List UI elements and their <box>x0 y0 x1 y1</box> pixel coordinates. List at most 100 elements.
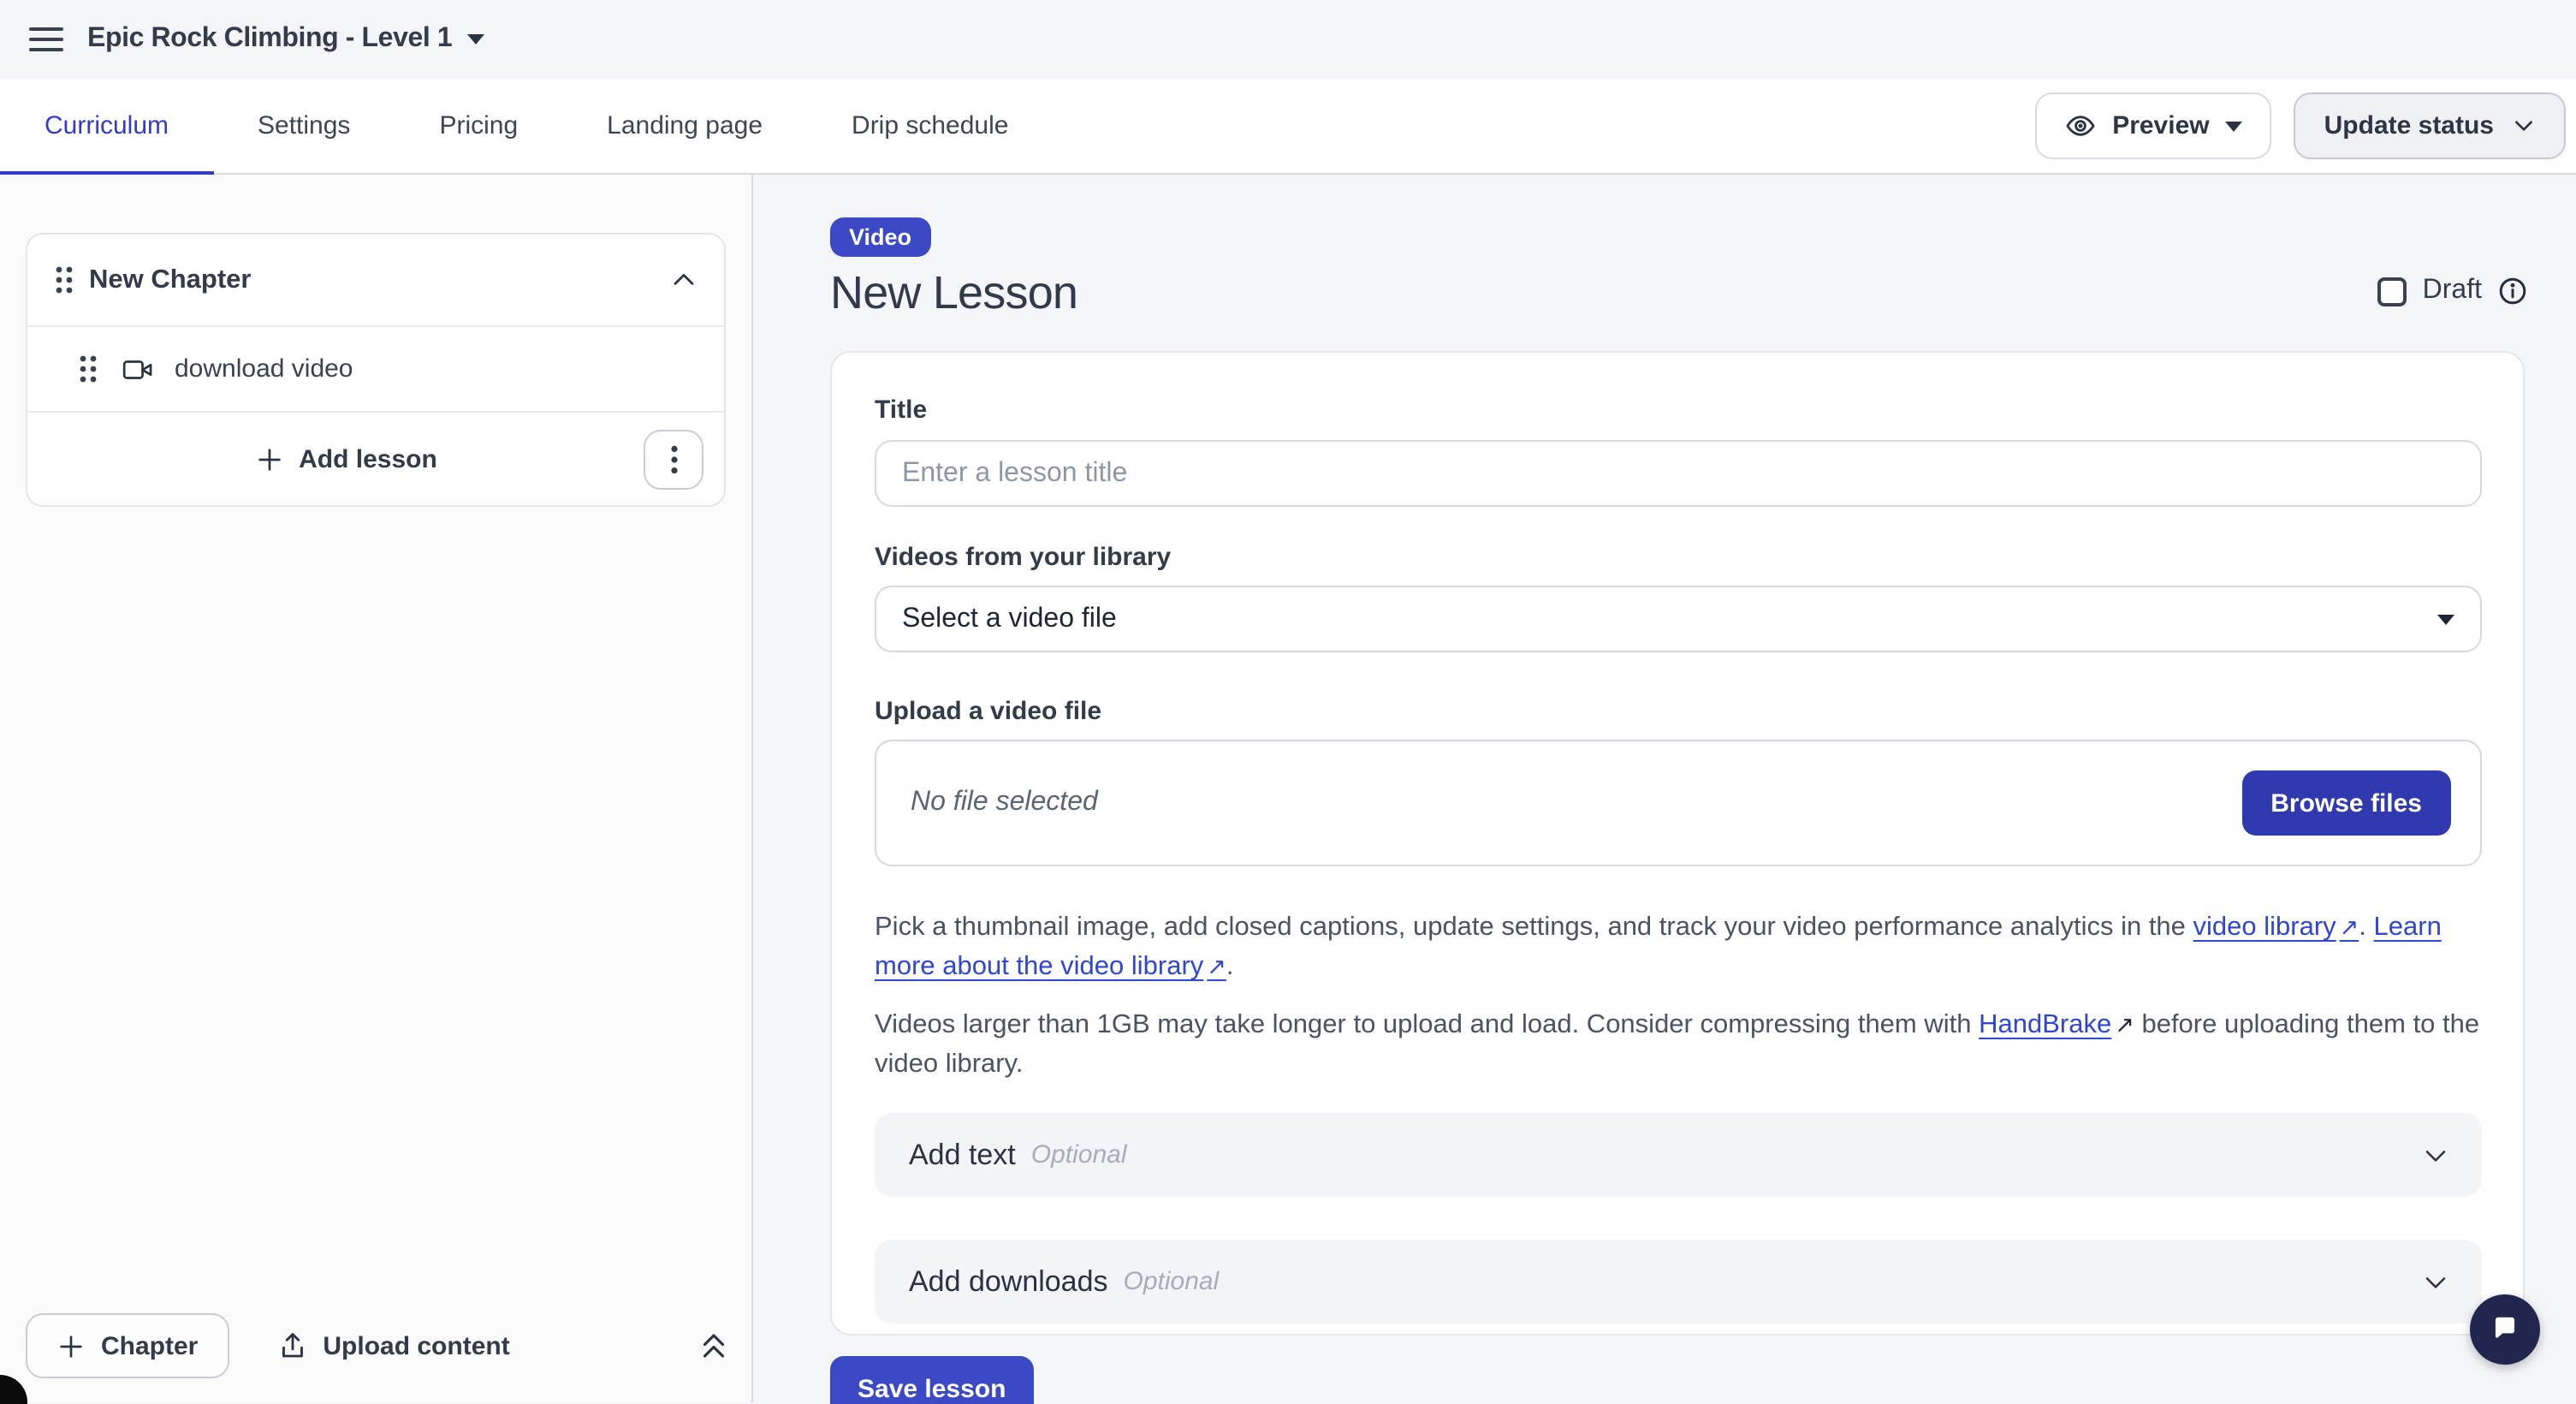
video-library-selected-value: Select a video file <box>902 604 1117 633</box>
drag-handle-icon[interactable] <box>77 353 99 385</box>
tab-label: Settings <box>258 111 351 140</box>
draft-label: Draft <box>2422 276 2482 305</box>
add-text-label: Add text <box>909 1138 1016 1170</box>
hamburger-menu-icon[interactable] <box>29 22 63 57</box>
video-camera-icon <box>122 355 154 383</box>
tab-list: Curriculum Settings Pricing Landing page… <box>0 79 1053 176</box>
draft-toggle-group: Draft <box>2377 276 2528 306</box>
kebab-menu-icon <box>670 444 677 473</box>
lesson-page-title: New Lesson <box>830 267 1078 318</box>
chapter-header-row[interactable]: New Chapter <box>27 235 724 325</box>
add-chapter-button[interactable]: Chapter <box>26 1313 229 1378</box>
video-library-select[interactable]: Select a video file <box>875 586 2482 652</box>
add-chapter-label: Chapter <box>101 1331 199 1360</box>
chat-widget-button[interactable] <box>2470 1294 2540 1365</box>
lesson-item-download-video[interactable]: download video <box>27 325 724 411</box>
video-library-link[interactable]: video library ↗ <box>2193 913 2359 942</box>
upload-content-button[interactable]: Upload content <box>276 1330 510 1361</box>
tab-curriculum[interactable]: Curriculum <box>0 79 213 176</box>
chevron-down-icon <box>2513 115 2535 137</box>
add-lesson-button[interactable]: Add lesson <box>48 444 644 473</box>
external-link-icon: ↗ <box>1207 954 1226 979</box>
tab-drip-schedule[interactable]: Drip schedule <box>807 79 1053 173</box>
optional-tag: Optional <box>1030 1140 1127 1169</box>
tab-label: Pricing <box>439 111 519 140</box>
help-text: . <box>2359 913 2374 942</box>
upload-content-label: Upload content <box>323 1331 510 1360</box>
add-lesson-label: Add lesson <box>299 444 437 473</box>
help-text: Videos larger than 1GB may take longer t… <box>875 1010 1979 1039</box>
caret-down-icon <box>467 34 485 45</box>
collapse-all-button[interactable] <box>698 1329 729 1363</box>
link-label: Learn more about the video library <box>875 913 2442 981</box>
optional-tag: Optional <box>1123 1267 1220 1296</box>
drag-handle-icon[interactable] <box>53 264 75 296</box>
header-actions: Preview Update status <box>2035 79 2576 173</box>
lesson-heading-group: Video New Lesson <box>830 217 1078 320</box>
lesson-header: Video New Lesson Draft <box>830 217 2528 320</box>
upload-field-label: Upload a video file <box>875 697 1102 726</box>
sidebar-footer: Chapter Upload content <box>26 1313 729 1378</box>
link-label: HandBrake <box>1979 1010 2112 1039</box>
help-text: before uploading them to the video libra… <box>875 1010 2480 1079</box>
chapter-title: New Chapter <box>89 265 252 294</box>
update-status-label: Update status <box>2324 111 2494 140</box>
plus-icon <box>56 1331 86 1360</box>
course-title-text: Epic Rock Climbing - Level 1 <box>87 24 453 53</box>
tab-settings[interactable]: Settings <box>213 79 395 173</box>
plus-icon <box>254 444 283 473</box>
tab-label: Drip schedule <box>852 111 1009 140</box>
chevron-down-icon <box>2422 1268 2449 1295</box>
help-text: . <box>1226 952 1234 981</box>
lesson-title-input[interactable] <box>875 440 2482 507</box>
content-area: New Chapter download video <box>0 175 2576 1404</box>
tab-pricing[interactable]: Pricing <box>395 79 562 173</box>
lesson-title: download video <box>175 354 353 384</box>
learn-more-link[interactable]: Learn more about the video library ↗ <box>875 913 2442 981</box>
chevron-down-icon <box>2422 1141 2449 1169</box>
preview-button-label: Preview <box>2112 111 2210 140</box>
tab-label: Curriculum <box>45 111 169 140</box>
add-downloads-accordion[interactable]: Add downloads Optional <box>875 1240 2482 1324</box>
lesson-type-badge: Video <box>830 217 931 257</box>
help-text: Pick a thumbnail image, add closed capti… <box>875 913 2193 942</box>
file-dropzone[interactable]: No file selected Browse files <box>875 740 2482 866</box>
double-chevron-up-icon <box>698 1329 729 1363</box>
caret-down-icon <box>2224 121 2242 131</box>
library-field-label: Videos from your library <box>875 543 1172 572</box>
title-field-label: Title <box>875 396 928 425</box>
tab-label: Landing page <box>607 111 763 140</box>
video-library-help-text: Pick a thumbnail image, add closed capti… <box>875 907 2482 986</box>
info-icon[interactable] <box>2497 276 2528 306</box>
top-header: Epic Rock Climbing - Level 1 <box>0 0 2576 79</box>
update-status-button[interactable]: Update status <box>2293 92 2566 159</box>
save-lesson-button[interactable]: Save lesson <box>830 1356 1034 1404</box>
chapter-card: New Chapter download video <box>26 233 726 507</box>
draft-checkbox[interactable] <box>2377 277 2407 306</box>
eye-icon <box>2064 110 2097 142</box>
course-title-dropdown[interactable]: Epic Rock Climbing - Level 1 <box>87 24 485 55</box>
preview-button[interactable]: Preview <box>2035 92 2271 159</box>
add-downloads-label: Add downloads <box>909 1264 1108 1297</box>
chevron-up-icon[interactable] <box>671 267 697 293</box>
external-link-icon: ↗ <box>2339 914 2359 940</box>
lesson-form-card: Title Videos from your library Select a … <box>830 351 2525 1336</box>
link-label: video library <box>2193 913 2336 942</box>
corner-artifact <box>0 1375 27 1404</box>
chapter-options-button[interactable] <box>644 429 703 489</box>
add-lesson-row: Add lesson <box>27 411 724 505</box>
browse-files-button[interactable]: Browse files <box>2241 770 2451 836</box>
curriculum-sidebar: New Chapter download video <box>0 175 753 1404</box>
external-link-icon: ↗ <box>2115 1012 2134 1038</box>
lesson-editor: Video New Lesson Draft Title Videos from… <box>753 175 2576 1404</box>
no-file-text: No file selected <box>911 788 1098 817</box>
add-text-accordion[interactable]: Add text Optional <box>875 1113 2482 1197</box>
tab-bar: Curriculum Settings Pricing Landing page… <box>0 79 2576 176</box>
select-caret-icon <box>2437 614 2454 624</box>
tab-landing-page[interactable]: Landing page <box>562 79 807 173</box>
chat-bubble-icon <box>2489 1313 2521 1346</box>
compression-help-text: Videos larger than 1GB may take longer t… <box>875 1005 2482 1084</box>
upload-icon <box>276 1330 307 1361</box>
handbrake-link[interactable]: HandBrake <box>1979 1010 2111 1039</box>
